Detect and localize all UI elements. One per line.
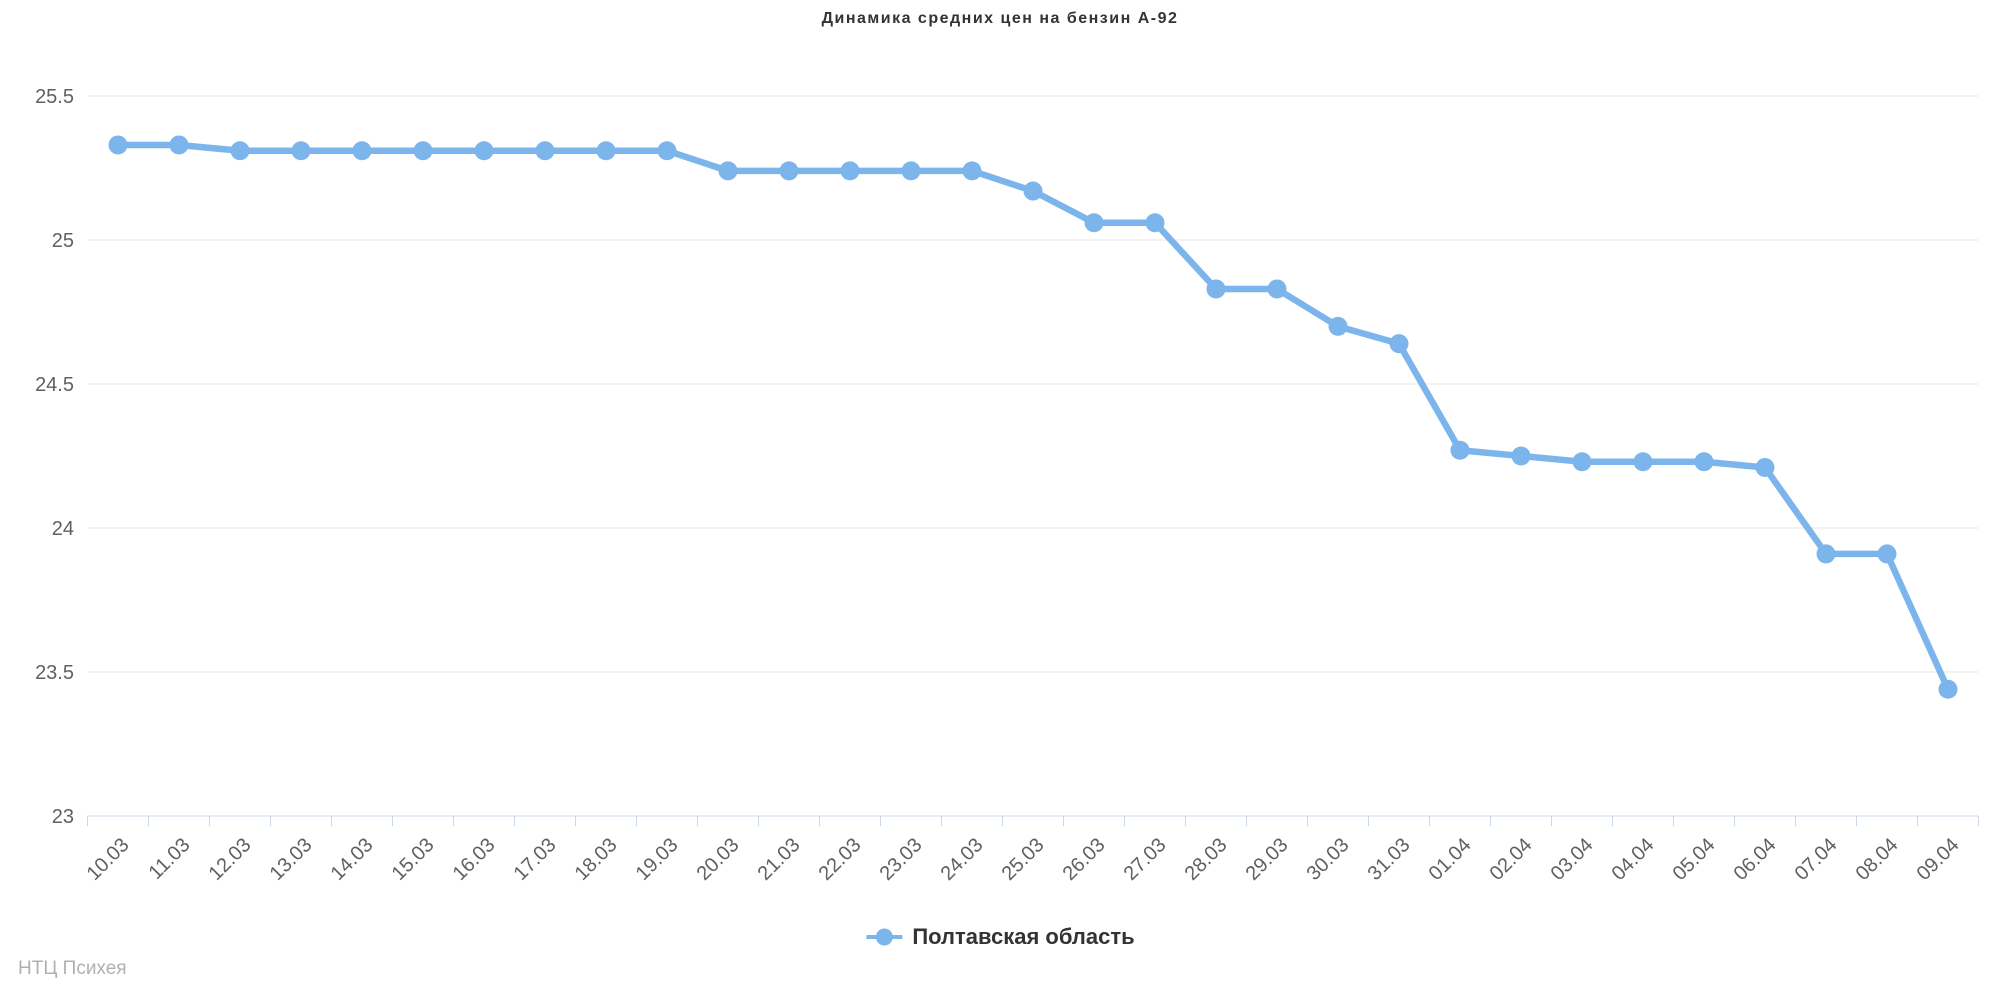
x-axis-label: 16.03: [449, 834, 500, 885]
y-axis-label: 24: [52, 518, 74, 540]
data-point-marker[interactable]: [718, 161, 738, 181]
data-point-marker[interactable]: [1450, 440, 1470, 460]
x-axis-label: 21.03: [754, 834, 805, 885]
data-point-marker[interactable]: [657, 141, 677, 161]
data-point-marker[interactable]: [1145, 213, 1165, 233]
x-axis-label: 13.03: [266, 834, 317, 885]
x-axis-label: 12.03: [205, 834, 256, 885]
x-axis-label: 25.03: [998, 834, 1049, 885]
data-point-marker[interactable]: [779, 161, 799, 181]
x-axis-label: 14.03: [327, 834, 378, 885]
x-axis-label: 03.04: [1547, 834, 1598, 885]
data-point-marker[interactable]: [840, 161, 860, 181]
x-axis-label: 10.03: [83, 834, 134, 885]
x-axis-label: 04.04: [1608, 834, 1659, 885]
x-axis-label: 19.03: [632, 834, 683, 885]
x-axis-label: 26.03: [1059, 834, 1110, 885]
x-axis-label: 28.03: [1181, 834, 1232, 885]
data-point-marker[interactable]: [474, 141, 494, 161]
y-axis-label: 24.5: [35, 374, 74, 396]
x-axis-label: 18.03: [571, 834, 622, 885]
data-point-marker[interactable]: [108, 135, 128, 155]
x-axis-label: 07.04: [1791, 834, 1842, 885]
x-axis-label: 01.04: [1425, 834, 1476, 885]
data-point-marker[interactable]: [230, 141, 250, 161]
chart-title: Динамика средних цен на бензин А-92: [821, 10, 1179, 27]
y-axis-label: 25.5: [35, 86, 74, 108]
data-point-marker[interactable]: [291, 141, 311, 161]
x-axis-label: 09.04: [1913, 834, 1964, 885]
data-point-marker[interactable]: [1389, 334, 1409, 354]
data-point-marker[interactable]: [1084, 213, 1104, 233]
legend-series-marker-icon: [866, 928, 903, 946]
data-point-marker[interactable]: [1694, 452, 1714, 472]
data-point-marker[interactable]: [413, 141, 433, 161]
x-axis-label: 23.03: [876, 834, 927, 885]
x-axis-label: 22.03: [815, 834, 866, 885]
y-axis-label: 23: [52, 806, 74, 828]
series-line: [114, 141, 1952, 693]
data-point-marker[interactable]: [1816, 544, 1836, 564]
data-point-marker[interactable]: [962, 161, 982, 181]
data-point-marker[interactable]: [1877, 544, 1897, 564]
x-axis-label: 20.03: [693, 834, 744, 885]
data-point-marker[interactable]: [169, 135, 189, 155]
x-axis-label: 27.03: [1120, 834, 1171, 885]
data-point-marker[interactable]: [535, 141, 555, 161]
data-point-marker[interactable]: [1511, 446, 1531, 466]
x-axis-label: 02.04: [1486, 834, 1537, 885]
data-point-marker[interactable]: [901, 161, 921, 181]
data-point-marker[interactable]: [1572, 452, 1592, 472]
legend-label: Полтавская область: [912, 924, 1135, 949]
x-axis-label: 15.03: [388, 834, 439, 885]
data-point-marker[interactable]: [1023, 181, 1043, 201]
data-point-marker[interactable]: [1206, 279, 1226, 299]
data-point-marker[interactable]: [352, 141, 372, 161]
x-axis-label: 24.03: [937, 834, 988, 885]
x-axis-label: 08.04: [1852, 834, 1903, 885]
credits-label: НТЦ Психея: [18, 958, 127, 979]
y-axis-label: 25: [52, 230, 74, 252]
x-axis-label: 11.03: [145, 834, 195, 884]
x-axis-label: 29.03: [1242, 834, 1293, 885]
legend-item[interactable]: Полтавская область: [865, 924, 1135, 950]
data-point-marker[interactable]: [1938, 679, 1958, 699]
data-point-marker[interactable]: [1755, 458, 1775, 478]
x-axis-label: 06.04: [1730, 834, 1781, 885]
data-point-marker[interactable]: [1328, 316, 1348, 336]
x-axis-label: 30.03: [1303, 834, 1354, 885]
x-axis-label: 31.03: [1364, 834, 1415, 885]
data-point-marker[interactable]: [596, 141, 616, 161]
data-point-marker[interactable]: [1633, 452, 1653, 472]
data-point-marker[interactable]: [1267, 279, 1287, 299]
x-axis-label: 05.04: [1669, 834, 1720, 885]
x-axis-label: 17.03: [510, 834, 561, 885]
y-axis-label: 23.5: [35, 662, 74, 684]
